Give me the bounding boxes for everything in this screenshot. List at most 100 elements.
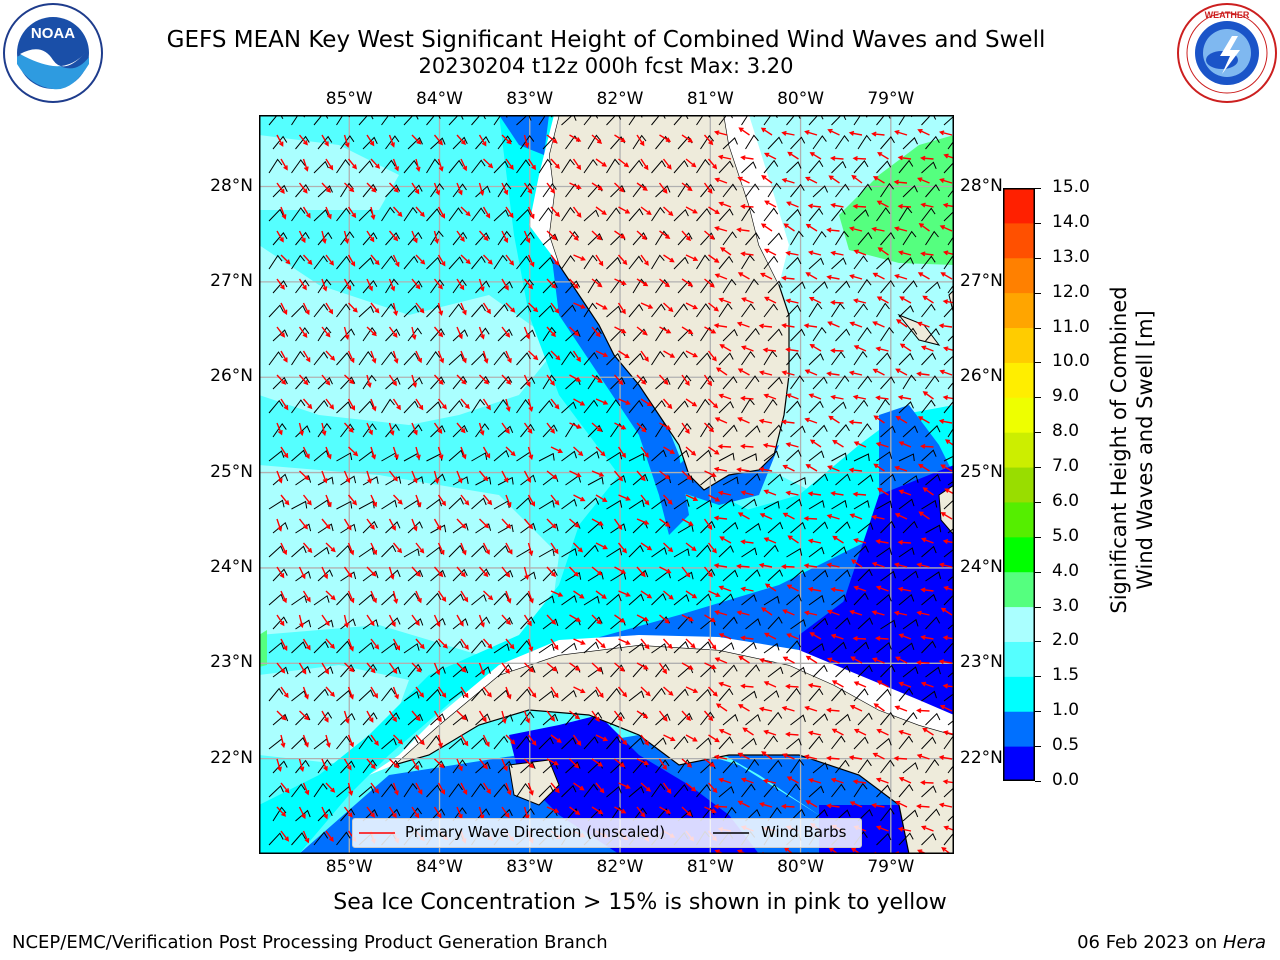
wind-barb: [403, 206, 418, 222]
wind-barb: [561, 304, 577, 318]
wind-barb: [542, 618, 559, 630]
wind-barb: [651, 303, 666, 318]
wave-direction-arrow: [681, 806, 692, 817]
wind-barb: [430, 617, 446, 630]
wind-barb: [925, 524, 942, 534]
wind-barb: [696, 352, 712, 366]
wave-direction-arrow: [478, 470, 489, 482]
lat-tick-label-left: 27°N: [210, 270, 253, 291]
wave-direction-arrow: [370, 686, 378, 699]
wind-barb: [452, 375, 468, 390]
wind-barb: [291, 595, 308, 606]
wave-direction-arrow: [718, 777, 732, 784]
wind-barb: [812, 281, 828, 294]
wave-direction-arrow: [703, 710, 714, 722]
wave-direction-arrow: [456, 134, 466, 146]
wind-barb: [268, 304, 284, 318]
wind-barb: [340, 664, 356, 678]
wind-barb: [561, 498, 577, 510]
wave-direction-arrow: [366, 662, 376, 674]
wind-barb: [876, 832, 892, 846]
wave-direction-arrow: [617, 542, 628, 554]
wave-direction-arrow: [325, 206, 332, 220]
wave-direction-arrow: [276, 518, 283, 532]
wave-direction-arrow: [736, 321, 750, 328]
wave-direction-arrow: [523, 182, 533, 194]
wave-direction-arrow: [787, 535, 799, 544]
wind-barb: [741, 737, 757, 750]
wind-barb: [475, 136, 490, 150]
wave-direction-arrow: [550, 590, 564, 597]
wave-direction-arrow: [456, 470, 463, 484]
wave-direction-arrow: [321, 374, 331, 386]
wave-direction-arrow: [736, 563, 750, 569]
wave-direction-arrow: [875, 635, 889, 641]
wave-direction-arrow: [617, 254, 628, 266]
colorbar-segment: [1003, 676, 1035, 712]
wave-direction-arrow: [347, 686, 354, 700]
wave-direction-arrow: [803, 323, 818, 329]
wind-barb: [448, 737, 465, 750]
wind-barb: [696, 499, 713, 510]
wind-barb: [628, 593, 645, 606]
wave-direction-arrow: [718, 393, 732, 400]
wind-barb: [835, 665, 851, 678]
wind-barb: [786, 115, 801, 126]
wind-barb: [475, 523, 492, 534]
wave-direction-arrow: [916, 803, 930, 809]
wave-direction-arrow: [942, 202, 954, 208]
wave-direction-arrow: [916, 753, 930, 760]
wave-direction-arrow: [479, 518, 490, 529]
wind-barb: [497, 714, 514, 726]
wave-direction-arrow: [528, 350, 539, 361]
wind-barb: [786, 548, 803, 558]
wind-barb: [808, 500, 825, 510]
wind-barb: [696, 593, 712, 606]
wind-barb: [493, 209, 510, 222]
wave-direction-arrow: [388, 374, 397, 387]
wave-direction-arrow: [920, 681, 934, 688]
wind-barb: [426, 158, 440, 174]
wave-direction-arrow: [546, 326, 556, 338]
wind-barb: [786, 783, 801, 798]
colorbar-segment: [1003, 292, 1035, 329]
wave-direction-arrow: [805, 176, 818, 184]
wind-barb: [696, 303, 711, 318]
wind-barb: [587, 134, 602, 150]
wind-barb: [763, 450, 780, 462]
wind-barb: [452, 522, 469, 534]
wave-direction-arrow: [681, 662, 694, 670]
wave-direction-arrow: [714, 226, 728, 232]
wave-direction-arrow: [943, 825, 954, 832]
wind-barb: [542, 326, 557, 342]
wave-direction-arrow: [783, 223, 795, 232]
colorbar-tick-label: 2.0: [1052, 630, 1080, 651]
wave-direction-arrow: [871, 561, 885, 568]
wind-barb: [700, 568, 716, 582]
wind-barb: [606, 687, 621, 702]
wind-barb: [790, 521, 806, 534]
wave-direction-arrow: [849, 609, 863, 616]
wind-barb: [655, 377, 671, 390]
svg-text:WEATHER: WEATHER: [1205, 10, 1250, 20]
wind-barb: [876, 302, 890, 318]
wave-direction-arrow: [786, 584, 799, 592]
wind-barb: [291, 832, 306, 846]
wave-direction-arrow: [763, 296, 777, 304]
wave-direction-arrow: [827, 321, 840, 328]
wave-direction-arrow: [807, 683, 822, 689]
wave-direction-arrow: [760, 223, 773, 232]
colorbar-tick-label: 0.0: [1052, 770, 1080, 790]
wave-direction-arrow: [742, 727, 754, 736]
wave-direction-arrow: [501, 470, 509, 484]
lon-tick-label-top: 79°W: [867, 89, 915, 109]
wave-direction-arrow: [388, 134, 395, 148]
wind-barb: [583, 450, 600, 462]
wave-direction-arrow: [781, 803, 795, 809]
wind-barb: [362, 809, 378, 822]
wind-barb: [520, 182, 535, 198]
wind-barb: [763, 207, 779, 222]
wind-barb: [497, 375, 513, 390]
wind-barb: [947, 283, 954, 294]
wind-barb: [880, 231, 895, 246]
